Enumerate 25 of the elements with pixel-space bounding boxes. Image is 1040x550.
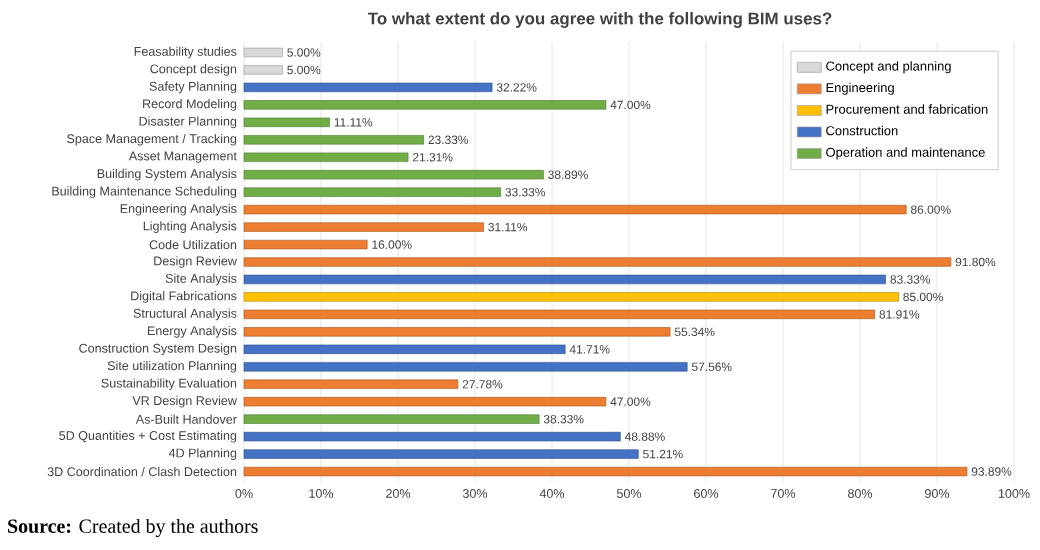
bar <box>243 449 639 459</box>
chart-title: To what extent do you agree with the following BIM uses? <box>367 12 832 28</box>
bar <box>243 257 952 267</box>
bar <box>243 379 459 389</box>
bar <box>243 239 368 250</box>
bar <box>243 100 607 110</box>
bar <box>243 82 493 93</box>
bar <box>243 135 424 145</box>
bar <box>243 292 899 302</box>
bar <box>243 152 409 162</box>
bar <box>243 117 330 127</box>
bar <box>243 414 540 424</box>
bar <box>243 187 501 197</box>
bar <box>243 204 907 215</box>
bar <box>243 222 484 232</box>
bar <box>243 466 968 477</box>
text: Source: Created by the authors <box>8 518 258 538</box>
bar <box>243 344 566 354</box>
bar <box>243 397 607 407</box>
bar <box>243 274 886 285</box>
bar <box>243 309 876 320</box>
bar <box>243 327 671 337</box>
bar <box>243 431 621 442</box>
bar <box>243 362 688 372</box>
bar <box>243 170 544 180</box>
